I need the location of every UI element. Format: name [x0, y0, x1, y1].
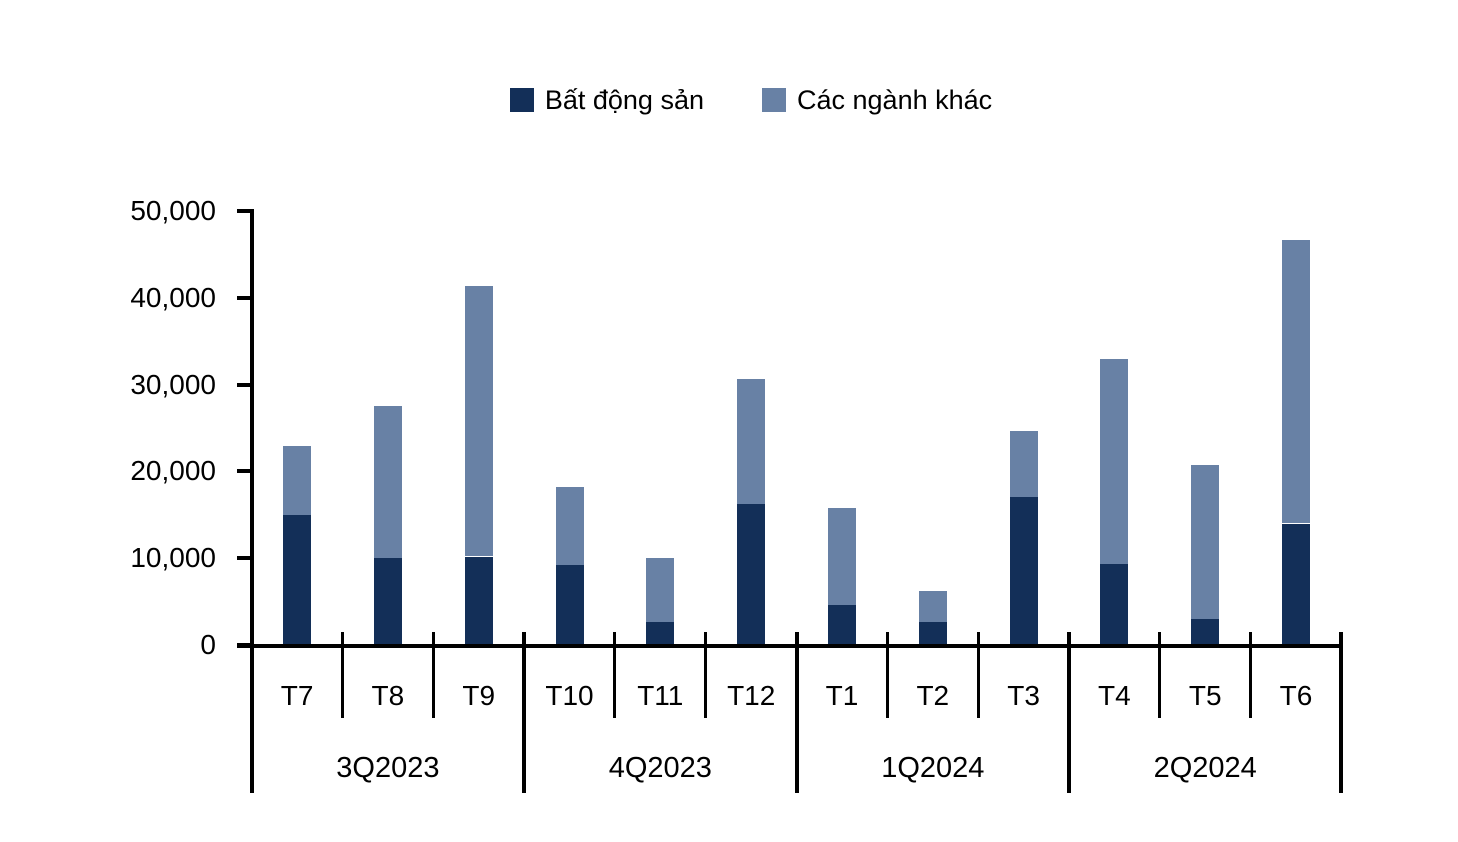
y-tick-label: 20,000: [130, 455, 216, 487]
y-tick-label: 30,000: [130, 368, 216, 400]
y-tick: [237, 556, 252, 561]
bar-segment-t2-s1: [918, 591, 947, 623]
month-divider: [976, 632, 980, 718]
bar-segment-t7-s0: [283, 514, 312, 648]
x-month-label-t12: T12: [727, 680, 776, 711]
quarter-divider: [1339, 632, 1344, 793]
quarter-divider: [522, 632, 527, 793]
month-divider: [704, 632, 708, 718]
x-quarter-label-4q2023: 4Q2023: [608, 752, 712, 784]
bar-segment-t6-s0: [1282, 523, 1310, 648]
bar-segment-t3-s0: [1009, 497, 1038, 648]
legend-item-cac-nganh-khac: Các ngành khác: [762, 86, 992, 114]
y-tick: [237, 643, 252, 647]
x-month-label-t3: T3: [1007, 680, 1040, 711]
y-tick: [237, 295, 252, 300]
y-tick-label: 50,000: [130, 195, 216, 226]
month-divider: [1249, 632, 1253, 718]
bar-segment-t5-s1: [1191, 465, 1220, 619]
bar-segment-t9-s0: [464, 556, 493, 648]
legend-swatch-cac-nganh-khac: [762, 88, 786, 112]
chart-legend: Bất động sản Các ngành khác: [22, 86, 1458, 114]
x-month-label-t9: T9: [462, 680, 496, 711]
bar-segment-t6-s1: [1282, 239, 1310, 524]
y-tick: [237, 209, 252, 213]
bar-segment-t12-s0: [737, 504, 766, 648]
legend-label-bat-dong-san: Bất động sản: [544, 85, 704, 115]
bar-segment-t5-s0: [1191, 619, 1220, 648]
x-month-label-t5: T5: [1188, 680, 1222, 711]
bar-segment-t4-s0: [1100, 564, 1129, 648]
y-tick-label: 0: [200, 629, 216, 660]
x-quarter-label-1q2024: 1Q2024: [881, 752, 985, 784]
legend-item-bat-dong-san: Bất động sản: [509, 85, 704, 115]
bar-segment-t12-s1: [737, 379, 766, 505]
x-month-label-t10: T10: [545, 680, 594, 711]
x-month-label-t8: T8: [371, 680, 405, 711]
bar-segment-t3-s1: [1009, 430, 1038, 498]
x-month-label-t7: T7: [280, 680, 314, 711]
x-month-label-t2: T2: [916, 680, 950, 711]
y-axis-line: [249, 209, 254, 793]
quarter-divider: [794, 632, 799, 793]
bar-segment-t10-s0: [555, 565, 584, 648]
bar-segment-t9-s1: [464, 285, 493, 557]
bar-segment-t10-s1: [555, 487, 584, 566]
bar-segment-t8-s0: [373, 558, 402, 648]
bar-segment-t1-s1: [828, 507, 856, 606]
x-month-label-t1: T1: [825, 680, 859, 711]
x-quarter-label-3q2023: 3Q2023: [336, 752, 440, 784]
x-axis-line: [237, 643, 1344, 648]
month-divider: [431, 632, 435, 718]
x-month-label-t4: T4: [1098, 680, 1131, 711]
bar-segment-t4-s1: [1100, 358, 1129, 565]
y-tick-label: 10,000: [130, 542, 216, 574]
y-tick-label: 40,000: [130, 281, 216, 313]
x-quarter-label-2q2024: 2Q2024: [1153, 752, 1257, 784]
y-tick: [237, 469, 252, 474]
legend-label-cac-nganh-khac: Các ngành khác: [797, 85, 993, 115]
bar-segment-t1-s0: [828, 605, 856, 648]
x-month-label-t6: T6: [1279, 680, 1313, 711]
month-divider: [613, 632, 617, 718]
month-divider: [885, 632, 889, 718]
bar-segment-t7-s1: [283, 446, 312, 515]
bar-segment-t11-s1: [646, 558, 675, 623]
bar-segment-t8-s1: [373, 406, 402, 559]
y-tick: [237, 382, 252, 387]
quarter-divider: [1067, 632, 1071, 793]
legend-swatch-bat-dong-san: [509, 88, 534, 112]
month-divider: [341, 632, 344, 718]
x-month-label-t11: T11: [637, 680, 684, 711]
month-divider: [1158, 632, 1162, 718]
